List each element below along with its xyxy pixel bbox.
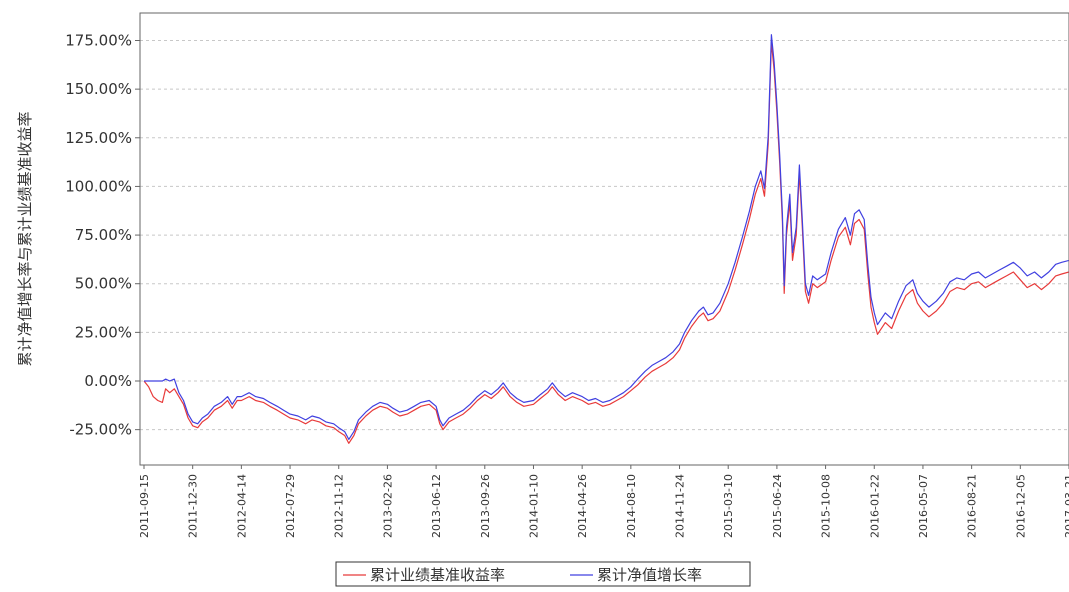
- x-tick-label: 2017-03-21: [1063, 474, 1069, 538]
- x-tick-label: 2014-01-10: [527, 474, 540, 538]
- x-tick-label: 2012-07-29: [284, 474, 297, 538]
- x-tick-label: 2011-12-30: [187, 474, 200, 538]
- series-line-0: [143, 41, 1069, 444]
- legend: 累计业绩基准收益率 累计净值增长率: [335, 561, 751, 587]
- x-tick-label: 2012-04-14: [235, 474, 248, 538]
- legend-label-benchmark: 累计业绩基准收益率: [370, 566, 505, 584]
- y-tick-label: -25.00%: [69, 421, 132, 439]
- x-tick-label: 2013-02-26: [381, 474, 394, 538]
- x-tick-label: 2014-11-24: [674, 474, 687, 538]
- y-tick-label: 100.00%: [65, 177, 132, 195]
- x-axis: 2011-09-15 2011-12-30 2012-04-14 2012-07-29…: [138, 465, 1069, 538]
- y-tick-label: 125.00%: [65, 129, 132, 147]
- x-tick-label: 2015-03-10: [722, 474, 735, 538]
- x-tick-label: 2015-10-08: [820, 474, 833, 538]
- plot-area-border: [139, 12, 1069, 466]
- y-axis: 175.00% 150.00% 125.00% 100.00% 75.00% 50.00%…: [65, 32, 140, 439]
- x-tick-label: 2016-01-22: [868, 474, 881, 538]
- legend-label-nav: 累计净值增长率: [597, 566, 702, 584]
- x-tick-label: 2014-04-26: [576, 474, 589, 538]
- y-tick-label: 175.00%: [65, 32, 132, 50]
- x-tick-label: 2012-11-12: [333, 474, 346, 538]
- x-tick-label: 2016-05-07: [917, 474, 930, 538]
- y-tick-label: 25.00%: [75, 323, 132, 341]
- x-tick-label: 2014-08-10: [625, 474, 638, 538]
- x-tick-label: 2013-06-12: [430, 474, 443, 538]
- x-tick-label: 2013-09-26: [479, 474, 492, 538]
- x-tick-label: 2016-12-05: [1014, 474, 1027, 538]
- legend-box: [335, 561, 751, 587]
- x-tick-label: 2015-06-24: [771, 474, 784, 538]
- series-line-1: [144, 34, 1069, 440]
- grid-lines: [140, 40, 1069, 431]
- y-tick-label: 75.00%: [75, 226, 132, 244]
- x-tick-label: 2011-09-15: [138, 474, 151, 538]
- y-tick-label: 150.00%: [65, 80, 132, 98]
- x-tick-label: 2016-08-21: [966, 474, 979, 538]
- series-lines: [143, 34, 1069, 444]
- y-tick-label: 0.00%: [84, 372, 132, 390]
- y-axis-title: 累计净值增长率与累计业绩基准收益率: [16, 111, 34, 366]
- y-tick-label: 50.00%: [75, 275, 132, 293]
